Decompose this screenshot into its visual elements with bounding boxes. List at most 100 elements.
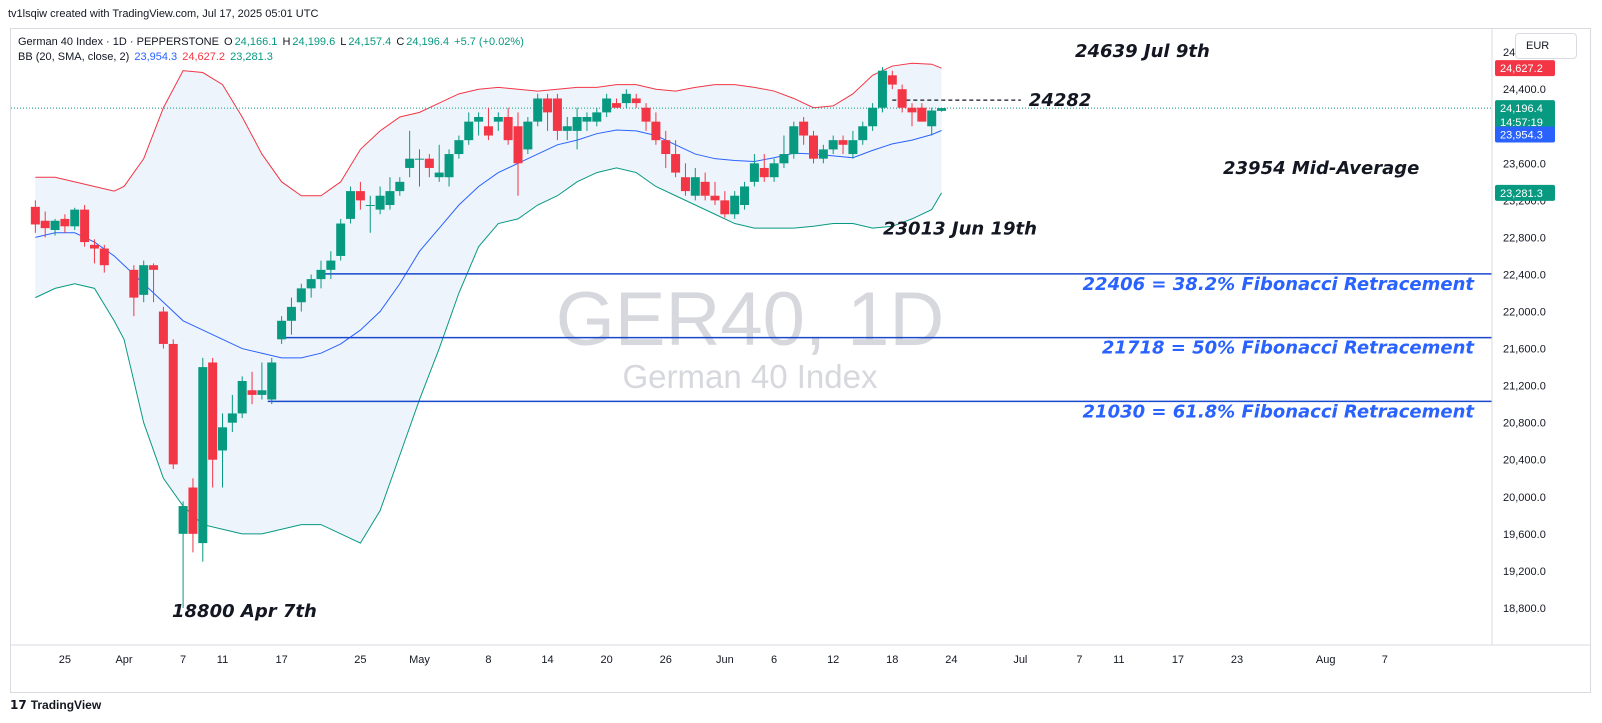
author-line: tv1lsqiw created with TradingView.com, J… (8, 8, 319, 20)
candle-body (355, 191, 365, 201)
candle-body (80, 209, 90, 243)
candle-body (710, 195, 720, 201)
open-value: 24,166.1 (234, 36, 278, 48)
candle-body (306, 279, 316, 289)
x-tick-label: 20 (601, 654, 613, 666)
x-tick-label: 26 (660, 654, 672, 666)
candle-body (464, 121, 474, 141)
fib-label-2: 21030 = 61.8% Fibonacci Retracement (1083, 401, 1476, 422)
candle-body (257, 390, 267, 395)
x-tick-label: Jul (1013, 654, 1027, 666)
candle-body (60, 218, 70, 227)
price-label-bg (1495, 184, 1555, 201)
currency-selector[interactable]: EUR (1515, 33, 1577, 59)
high-value: 24,199.6 (292, 36, 336, 48)
candle-body (286, 306, 296, 321)
candle-body (30, 206, 40, 225)
candle-body (838, 140, 848, 145)
candle-body (168, 343, 178, 465)
candle-body (227, 413, 237, 423)
candle-body (631, 98, 641, 104)
candle-body (129, 269, 139, 298)
y-tick-label: 19,200.0 (1503, 566, 1546, 578)
candle-body (326, 260, 336, 270)
change-value: +5.7 (+0.02%) (454, 36, 524, 48)
close-value: 24,196.4 (406, 36, 450, 48)
candle-body (158, 311, 168, 344)
candle-body (661, 140, 671, 155)
candle-body (208, 362, 218, 460)
price-label-text: 24,627.2 (1500, 63, 1543, 75)
watermark-subtitle: German 40 Index (623, 358, 878, 395)
chart-frame (10, 28, 1591, 693)
candle-body (316, 269, 326, 280)
candle-body (740, 186, 750, 205)
candle-body (218, 427, 227, 451)
candle-body (602, 98, 612, 113)
candle-body (749, 163, 759, 182)
candle-body (444, 154, 454, 178)
candle-body (336, 223, 346, 256)
x-tick-label: 7 (1382, 654, 1388, 666)
candle-body (454, 140, 464, 155)
x-tick-label: 7 (1076, 654, 1082, 666)
candle-body (858, 126, 868, 141)
footer-brand-label: TradingView (30, 698, 102, 712)
x-tick-label: Apr (115, 654, 132, 666)
candle-body (434, 172, 444, 178)
candle-body (188, 487, 198, 534)
legend: German 40 Index · 1D · PEPPERSTONE O 24,1… (18, 35, 526, 65)
price-label-bg (1495, 100, 1555, 131)
candle-body (267, 362, 277, 400)
candle-body (759, 167, 769, 178)
candle-body (809, 135, 818, 159)
y-tick-label: 21,600.0 (1503, 344, 1546, 356)
candle-body (247, 390, 257, 395)
price-label-2: 23,954.3 (1495, 126, 1555, 143)
candle-body (680, 177, 690, 192)
candle-body (385, 191, 395, 205)
y-tick-label: 22,400.0 (1503, 269, 1546, 281)
x-tick-label: 7 (180, 654, 186, 666)
candle-body (868, 107, 878, 127)
price-label-0: 24,627.2 (1495, 60, 1555, 77)
price-label-text: 23,954.3 (1500, 129, 1543, 141)
x-tick-label: 11 (217, 654, 228, 666)
bb-indicator-label[interactable]: BB (20, SMA, close, 2) (18, 51, 130, 63)
high-label: H (282, 36, 291, 48)
candle-body (552, 98, 562, 131)
candle-body (907, 107, 917, 113)
candle-body (897, 89, 907, 108)
candle-body (523, 121, 533, 150)
price-label-text: 23,281.3 (1500, 188, 1543, 200)
candle-body (651, 121, 661, 141)
candle-body (671, 154, 681, 173)
x-tick-label: 8 (485, 654, 491, 666)
candle-body (720, 200, 730, 215)
bb-mid-value: 23,954.3 (134, 51, 178, 63)
candle-body (365, 205, 375, 206)
candle-body (582, 117, 592, 122)
candle-body (89, 244, 99, 249)
candle-body (50, 220, 60, 231)
candle-body (690, 177, 700, 196)
candle-body (887, 75, 897, 85)
candle-body (877, 70, 887, 108)
x-tick-label: 14 (541, 654, 553, 666)
price-label-1: 24,196.4 14:57:19 (1495, 100, 1555, 131)
candle-body (592, 112, 602, 122)
candle-body (700, 181, 710, 196)
candle-body (533, 98, 543, 122)
tradingview-logo-icon: 17 (10, 698, 27, 712)
candle-body (375, 195, 385, 210)
x-tick-label: 18 (886, 654, 898, 666)
footer-brand[interactable]: 17 TradingView (10, 698, 101, 712)
candle-body (927, 110, 937, 127)
symbol-label[interactable]: German 40 Index · 1D · PEPPERSTONE (18, 36, 219, 48)
candle-body (562, 126, 572, 131)
low-value: 24,157.4 (348, 36, 392, 48)
candle-body (405, 158, 415, 168)
candle-body (40, 220, 50, 229)
x-tick-label: May (409, 654, 430, 666)
